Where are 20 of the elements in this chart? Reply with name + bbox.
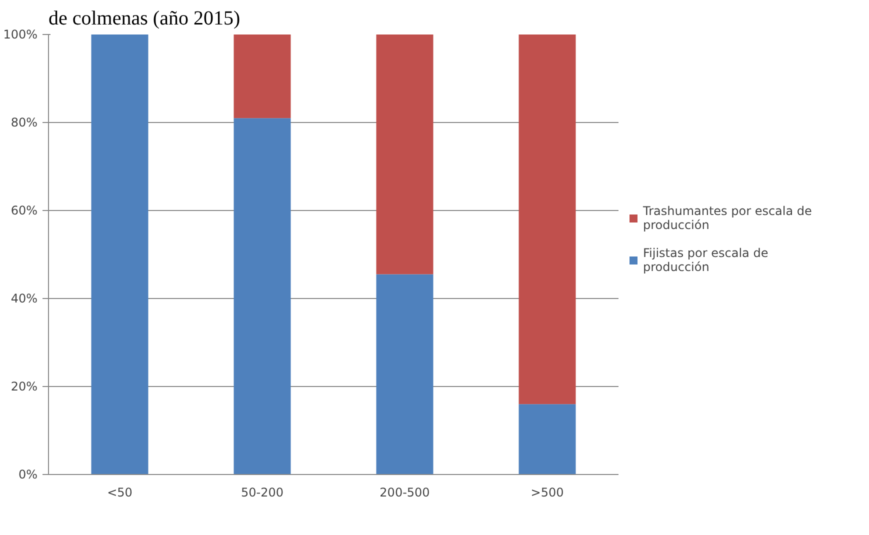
bar — [91, 34, 148, 474]
y-tick-label: 0% — [18, 468, 38, 482]
x-tick-label: >500 — [530, 486, 564, 500]
y-tick-label: 20% — [10, 380, 38, 394]
bar — [234, 118, 291, 474]
legend-label: Trashumantes por escala de producción — [643, 204, 812, 232]
x-tick-label: 50-200 — [241, 486, 284, 500]
y-tick-label: 80% — [10, 116, 38, 130]
bar — [518, 34, 576, 404]
y-tick-label: 100% — [3, 28, 38, 42]
bar — [518, 404, 576, 474]
x-tick-label: 200-500 — [380, 486, 430, 500]
bar — [376, 274, 434, 474]
bar — [234, 34, 291, 118]
y-tick-label: 40% — [10, 292, 38, 306]
legend-label: Fijistas por escala de producción — [643, 246, 768, 274]
bar — [376, 34, 434, 274]
y-tick-label: 60% — [10, 204, 38, 218]
chart-title: de colmenas (año 2015) — [48, 8, 240, 30]
x-tick-label: <50 — [107, 486, 132, 500]
